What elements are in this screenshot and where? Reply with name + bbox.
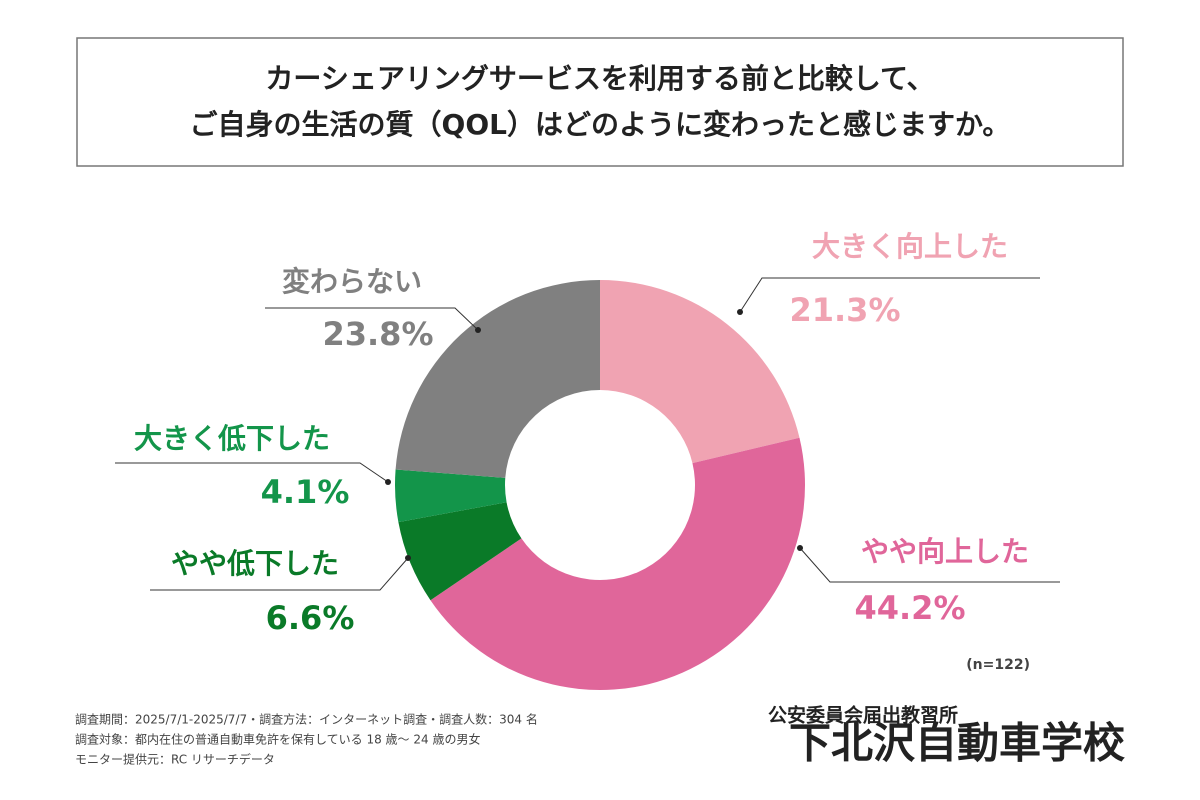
leader-line — [115, 462, 389, 483]
footer-note: 調査期間：2025/7/1-2025/7/7・調査方法：インターネット調査・調査… — [75, 712, 538, 727]
leader-dot — [405, 555, 411, 561]
leader-dot — [475, 327, 481, 333]
slice-label: 大きく低下した — [134, 422, 330, 455]
logo: 下北沢自動車学校 — [789, 719, 1125, 768]
footer-note: モニター提供元：RC リサーチデータ — [75, 752, 275, 767]
value-label: 44.2% — [854, 589, 965, 627]
leader-line — [150, 557, 409, 591]
leader-line — [739, 277, 1040, 313]
chart-title: ご自身の生活の質（QOL）はどのように変わったと感じますか。 — [190, 108, 1011, 141]
leader-line — [265, 307, 479, 331]
pie-slice — [395, 280, 600, 478]
value-label: 4.1% — [261, 473, 350, 511]
sample-note: (n=122) — [966, 657, 1030, 673]
pie-slice — [430, 437, 805, 690]
leader-dot — [737, 309, 743, 315]
footer-note: 調査対象：都内在住の普通自動車免許を保有している 18 歳～ 24 歳の男女 — [75, 732, 480, 747]
title-box — [76, 37, 1124, 167]
leader-dot — [385, 479, 391, 485]
slice-label: 大きく向上した — [812, 230, 1008, 263]
value-label: 21.3% — [789, 291, 900, 329]
chart-title: カーシェアリングサービスを利用する前と比較して、 — [265, 62, 934, 95]
value-label: 23.8% — [322, 315, 433, 353]
pie-slice — [600, 280, 800, 464]
slice-label: やや低下した — [171, 547, 339, 580]
slice-label: 変わらない — [282, 265, 422, 298]
leader-line — [799, 547, 1060, 583]
leader-dot — [797, 545, 803, 551]
pie-slice — [398, 502, 522, 601]
pie-slice — [394, 469, 507, 523]
value-label: 6.6% — [266, 599, 355, 637]
slice-label: やや向上した — [861, 535, 1029, 568]
logo-sub: 公安委員会届出教習所 — [768, 704, 958, 727]
